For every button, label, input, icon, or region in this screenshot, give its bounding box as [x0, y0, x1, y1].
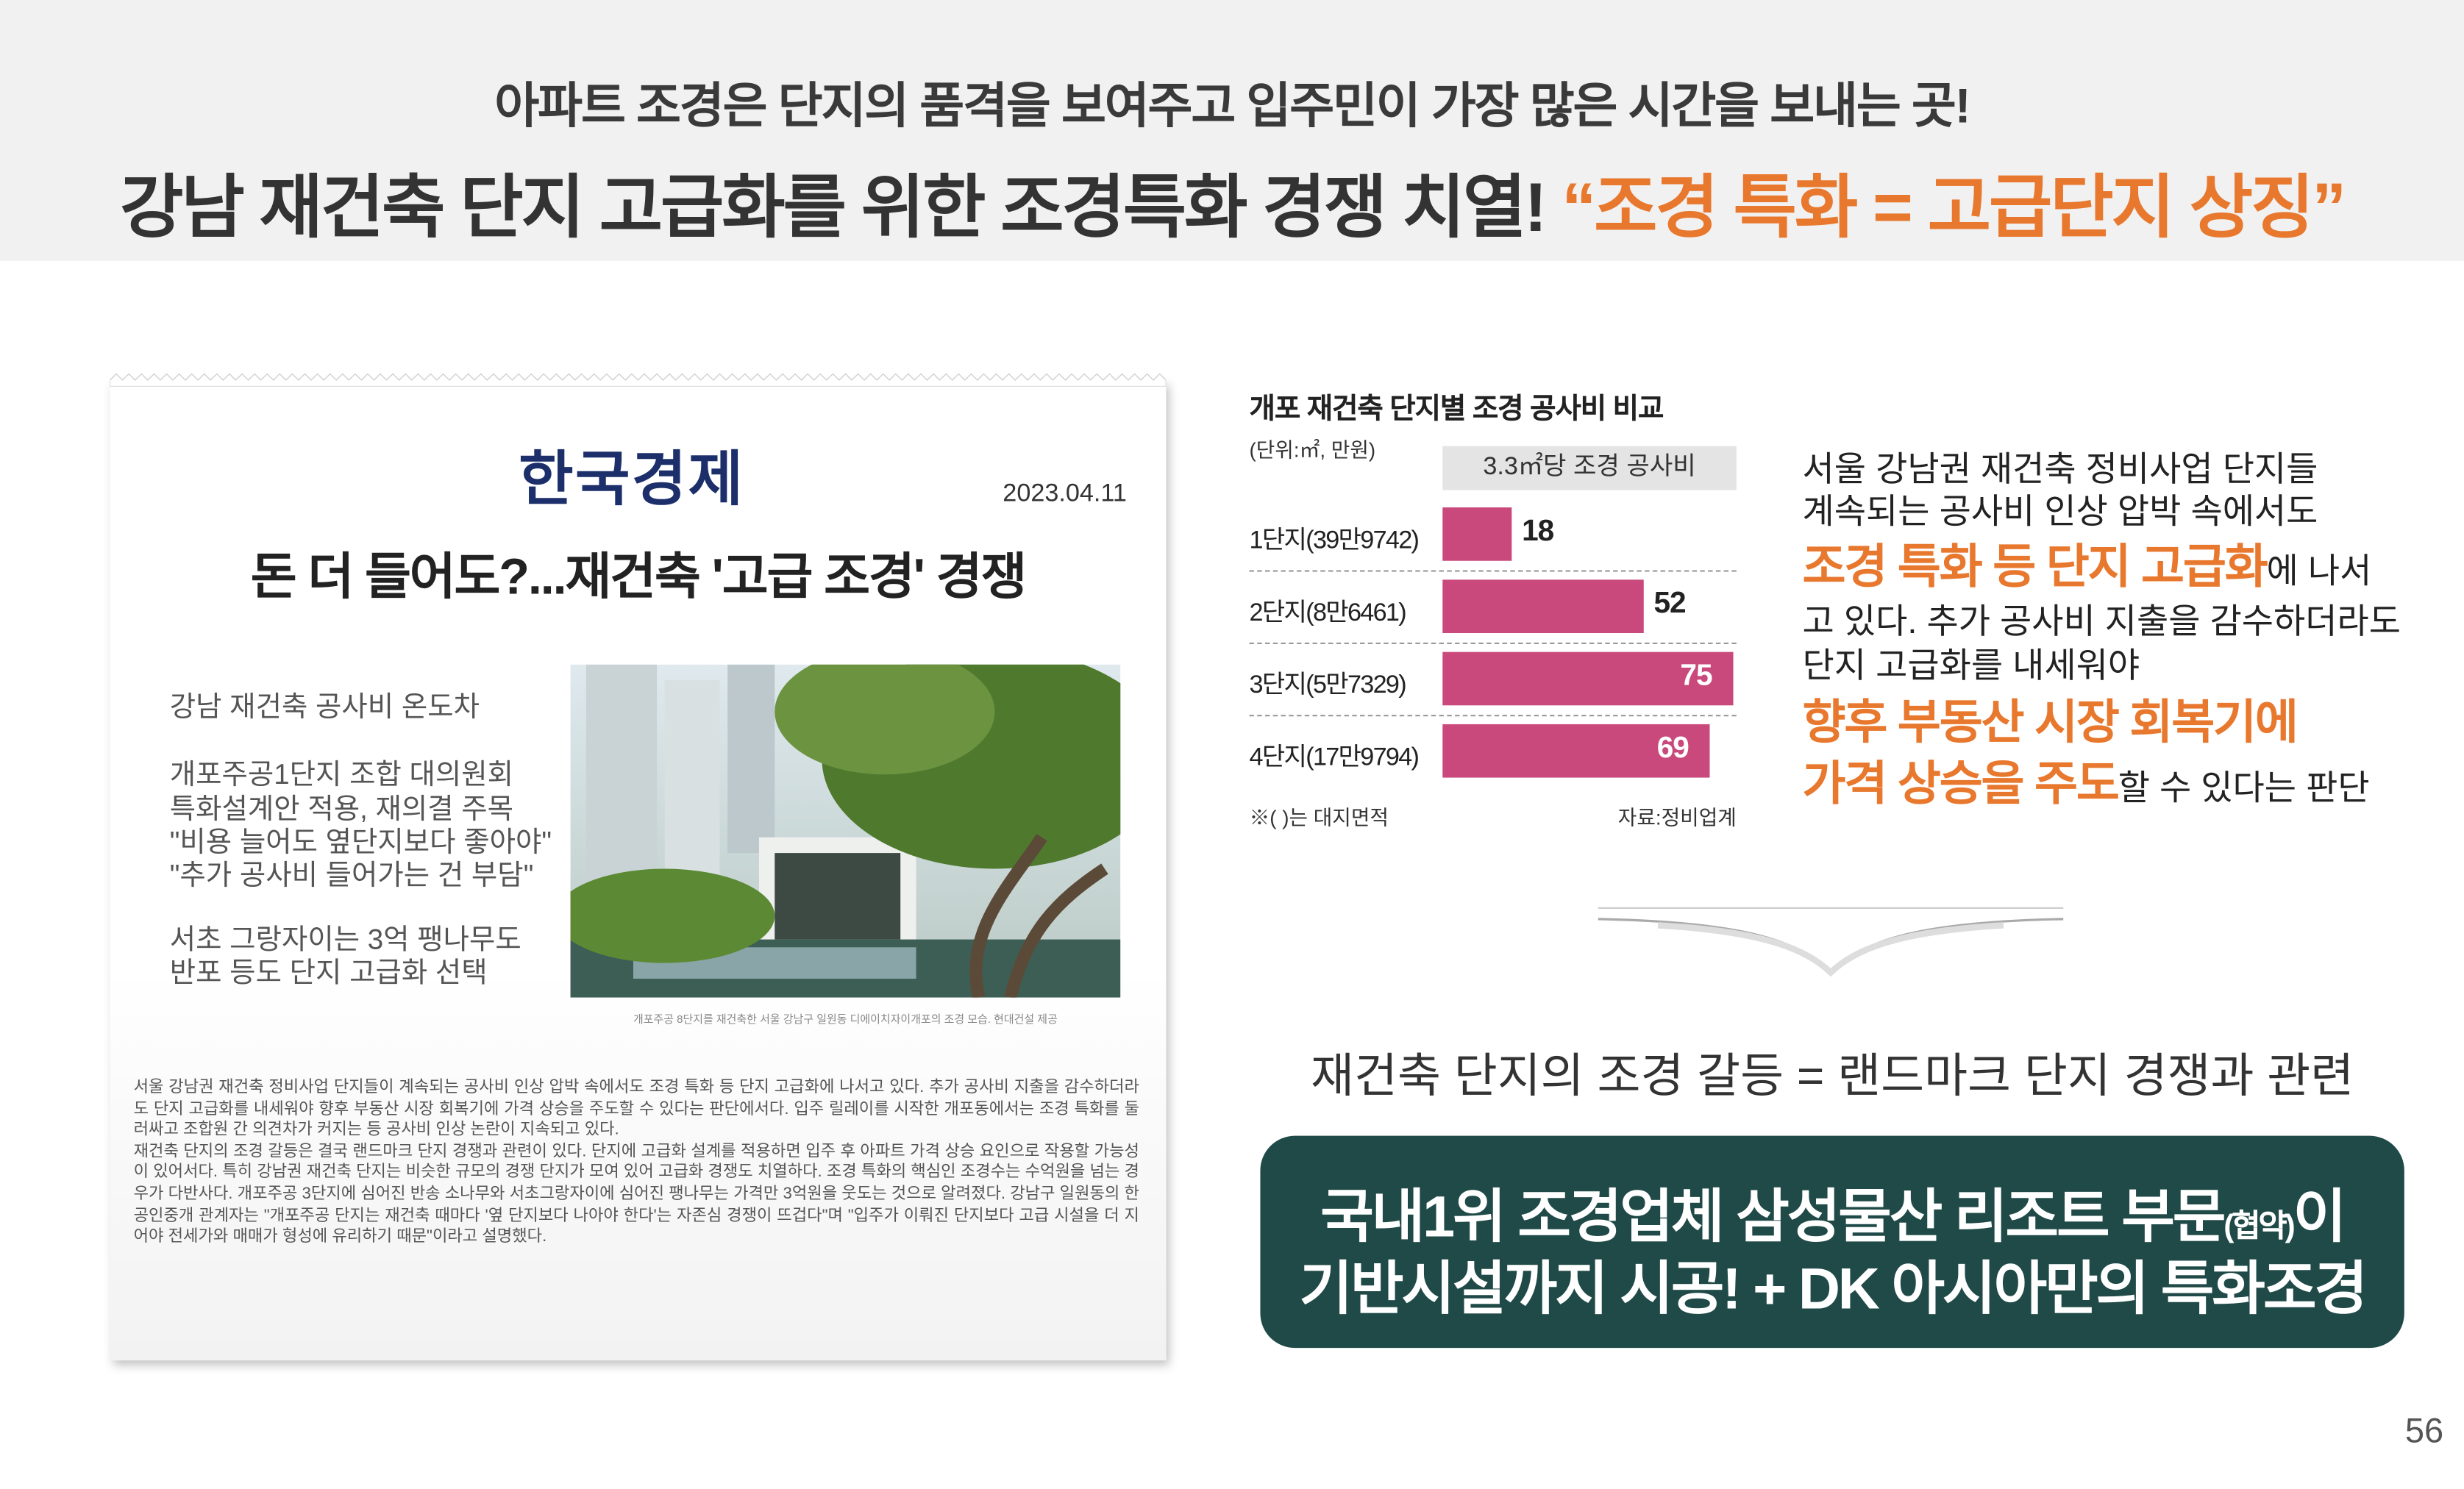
summary-line: 개포주공1단지 조합 대의원회 [169, 758, 514, 790]
header-band [0, 0, 2464, 261]
bar [1442, 579, 1645, 634]
box-text: 기반시설까지 시공! + DK 아시아만의 특화조경 [1299, 1257, 2368, 1321]
value-label: 69 [1656, 732, 1689, 765]
article-headline: 돈 더 들어도?...재건축 '고급 조경' 경쟁 [250, 548, 1028, 605]
right-text-line: 조경 특화 등 단지 고급화에 나서 [1803, 528, 2372, 597]
bar [1442, 507, 1513, 561]
bar [1442, 651, 1734, 706]
chart-note: ※( )는 대지면적 [1249, 806, 1389, 830]
chart-source: 자료:정비업계 [1617, 806, 1737, 830]
right-highlight: 향후 부동산 시장 회복기에 [1802, 697, 2299, 750]
right-text-line: 가격 상승을 주도할 수 있다는 판단 [1803, 745, 2370, 814]
subtitle: 아파트 조경은 단지의 품격을 보여주고 입주민이 가장 많은 시간을 보내는 … [494, 78, 1970, 134]
box-small: (협약) [2223, 1210, 2295, 1245]
body-paragraph: 재건축 단지의 조경 갈등은 결국 랜드마크 단지 경쟁과 관련이 있다. 단지… [133, 1143, 1139, 1246]
value-label: 18 [1522, 515, 1554, 549]
down-arrow [1598, 907, 2064, 977]
title: 강남 재건축 단지 고급화를 위한 조경특화 경쟁 치열! “조경 특화 = 고… [0, 151, 2464, 251]
page-number: 56 [2404, 1410, 2444, 1450]
category-label: 4단지(17만9794) [1249, 744, 1420, 772]
article-body: 서울 강남권 재건축 정비사업 단지들이 계속되는 공사비 인상 압박 속에서도… [134, 1078, 1139, 1249]
summary-line: "추가 공사비 들어가는 건 부담" [169, 859, 534, 891]
chart-unit: (단위:㎡, 만원) [1249, 438, 1376, 463]
right-text: 고 있다. 추가 공사비 지출을 감수하더라도 [1802, 601, 2401, 641]
summary-line: "비용 늘어도 옆단지보다 좋아야" [169, 826, 552, 858]
article-date: 2023.04.11 [1003, 480, 1127, 508]
title-text: 강남 재건축 단지 고급화를 위한 조경특화 경쟁 치열! [119, 169, 1548, 247]
bar [1442, 724, 1711, 778]
box-text: 국내1위 조경업체 삼성물산 리조트 부문 [1320, 1184, 2226, 1249]
conclusion: 재건축 단지의 조경 갈등 = 랜드마크 단지 경쟁과 관련 [1311, 1051, 2354, 1103]
category-label: 1단지(39만9742) [1249, 527, 1420, 555]
row-separator [1249, 570, 1737, 572]
box-text: 이 [2293, 1184, 2347, 1249]
right-highlight: 조경 특화 등 단지 고급화 [1802, 542, 2268, 594]
category-label: 3단지(5만7329) [1249, 672, 1407, 699]
value-label: 52 [1653, 588, 1687, 621]
row-separator [1249, 715, 1737, 717]
row-separator [1249, 642, 1737, 644]
photo-caption: 개포주공 8단지를 재건축한 서울 강남구 일원동 디에이치자이개포의 조경 모… [633, 1015, 1058, 1026]
card-edge [110, 373, 1167, 387]
right-text: 단지 고급화를 내세워야 [1802, 646, 2140, 685]
chart-title: 개포 재건축 단지별 조경 공사비 비교 [1249, 393, 1664, 424]
legend-header: 3.3㎡당 조경 공사비 [1442, 446, 1737, 490]
right-text: 에 나서 [2266, 551, 2372, 591]
summary-line: 강남 재건축 공사비 온도차 [169, 691, 480, 723]
value-label: 75 [1680, 660, 1712, 693]
summary-line: 서초 그랑자이는 3억 팽나무도 [169, 924, 521, 955]
category-label: 2단지(8만6461) [1249, 600, 1407, 627]
box-line: 국내1위 조경업체 삼성물산 리조트 부문(협약)이 [1260, 1169, 2404, 1254]
right-highlight: 가격 상승을 주도 [1802, 758, 2120, 811]
summary-line: 특화설계안 적용, 재의결 주목 [169, 793, 514, 825]
right-text: 계속되는 공사비 인상 압박 속에서도 [1802, 491, 2318, 532]
right-text: 서울 강남권 재건축 정비사업 단지들 [1802, 449, 2318, 489]
article-photo [570, 664, 1121, 998]
body-paragraph: 서울 강남권 재건축 정비사업 단지들이 계속되는 공사비 인상 압박 속에서도… [133, 1079, 1139, 1140]
title-highlight: “조경 특화 = 고급단지 상징” [1562, 169, 2346, 247]
highlight-box [1260, 1135, 2404, 1349]
summary-line: 반포 등도 단지 고급화 선택 [169, 957, 488, 988]
newspaper-logo: 한국경제 [519, 447, 745, 514]
right-text: 할 수 있다는 판단 [2118, 768, 2370, 808]
